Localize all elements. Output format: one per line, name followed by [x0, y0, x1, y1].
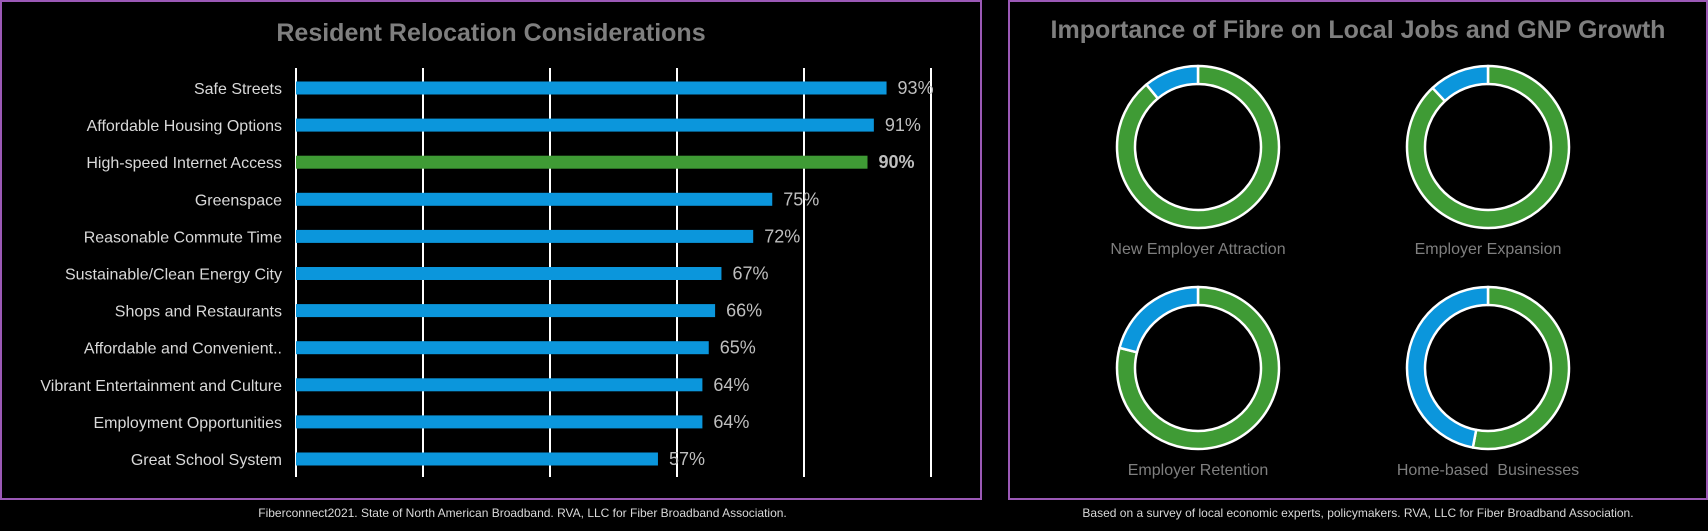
bar [296, 415, 703, 429]
data-label: 91% [885, 115, 921, 135]
donut-green-slice [1115, 285, 1281, 451]
donut-label: Employer Expansion [1415, 241, 1562, 258]
data-label: 72% [764, 226, 800, 246]
bar-chart-title: Resident Relocation Considerations [276, 19, 706, 47]
bar [296, 81, 887, 95]
donut-label: New Employer Attraction [1110, 241, 1285, 258]
donut-charts: New Employer Attraction Employer Expansio… [1110, 64, 1579, 479]
relocation-chart-panel: Resident Relocation Considerations Safe … [0, 0, 982, 500]
donut-blue-slice [1118, 285, 1200, 354]
category-label: Vibrant Entertainment and Culture [40, 378, 282, 395]
left-source-note: Fiberconnect2021. State of North America… [258, 506, 787, 520]
donut-blue-slice [1405, 285, 1490, 449]
data-label: 66% [726, 301, 762, 321]
category-label: Great School System [131, 452, 282, 469]
donut-label: Home-based Businesses [1397, 462, 1579, 479]
data-label: 90% [879, 152, 915, 172]
data-label: 93% [898, 78, 934, 98]
data-label: 65% [720, 338, 756, 358]
category-label: Sustainable/Clean Energy City [65, 267, 282, 284]
data-label: 67% [732, 264, 768, 284]
data-label: 57% [669, 449, 705, 469]
donut-charts-title: Importance of Fibre on Local Jobs and GN… [1050, 16, 1666, 44]
bar [296, 118, 874, 132]
bar [296, 155, 868, 169]
data-label: 75% [783, 189, 819, 209]
bar [296, 267, 722, 280]
donut-green-slice [1115, 64, 1281, 230]
bar [296, 192, 773, 206]
category-label: Affordable and Convenient.. [84, 341, 282, 358]
data-label: 64% [713, 375, 749, 395]
bar [296, 378, 703, 392]
category-label: Employment Opportunities [93, 415, 282, 432]
data-label: 64% [713, 412, 749, 432]
category-label: Affordable Housing Options [87, 118, 282, 135]
category-label: Shops and Restaurants [115, 304, 282, 321]
bar [296, 229, 754, 243]
donut-blue-slice [1145, 64, 1200, 100]
donut-green-slice [1471, 285, 1571, 451]
bar [296, 304, 716, 318]
bar [296, 341, 709, 355]
category-label: Safe Streets [194, 81, 282, 98]
donut-label: Employer Retention [1128, 462, 1269, 479]
category-label: Reasonable Commute Time [84, 229, 282, 246]
bar [296, 452, 658, 466]
bar-chart: Safe Streets 93% Affordable Housing Option… [40, 68, 934, 477]
category-label: Greenspace [195, 192, 282, 209]
donut-green-slice [1405, 64, 1571, 230]
donut-blue-slice [1431, 64, 1490, 103]
category-label: High-speed Internet Access [86, 155, 282, 172]
right-source-note: Based on a survey of local economic expe… [1082, 506, 1634, 520]
fibre-importance-panel: Importance of Fibre on Local Jobs and GN… [1008, 0, 1708, 500]
